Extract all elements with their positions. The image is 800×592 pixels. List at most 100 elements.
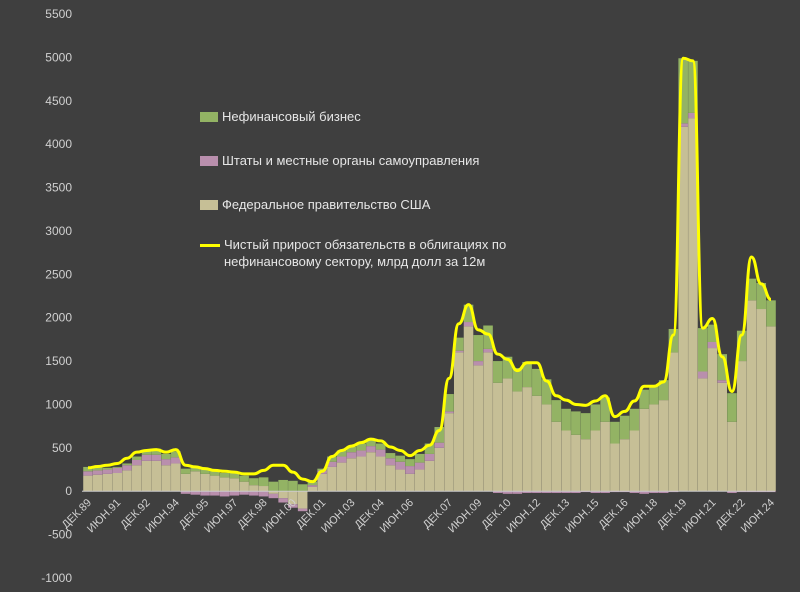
bar-federal (219, 477, 230, 492)
legend-swatch-federal (200, 200, 218, 210)
bar-federal (92, 474, 103, 492)
bar-federal (590, 430, 601, 492)
bar-states (473, 361, 484, 366)
bar-federal (356, 456, 366, 492)
bar-states (336, 456, 347, 463)
bar-states (453, 350, 464, 353)
bar-federal (473, 365, 484, 492)
bar-nonfin (278, 479, 288, 492)
bar-nonfin (580, 413, 591, 440)
y-tick-label: 3500 (45, 181, 72, 195)
bar-states (161, 459, 171, 466)
bar-federal (151, 460, 162, 492)
bar-nonfin (219, 473, 230, 478)
bar-states (366, 446, 376, 453)
bar-nonfin (444, 394, 454, 412)
bar-nonfin (707, 324, 718, 342)
bar-nonfin (297, 484, 308, 492)
bar-federal (288, 491, 298, 505)
bar-federal (161, 465, 171, 492)
y-tick-label: 2000 (45, 311, 72, 325)
bar-states (200, 491, 210, 496)
bar-states (571, 491, 581, 493)
bar-nonfin (463, 304, 474, 323)
bar-federal (639, 408, 649, 492)
bar-nonfin (180, 468, 191, 474)
bar-federal (434, 447, 445, 492)
y-tick-label: 0 (65, 484, 72, 498)
bar-nonfin (92, 466, 103, 471)
bar-federal (229, 478, 240, 492)
y-tick-label: 3000 (45, 224, 72, 238)
bar-federal (688, 118, 698, 492)
bar-states (629, 491, 640, 493)
bar-states (688, 112, 698, 119)
bar-federal (756, 309, 767, 492)
bar-nonfin (132, 456, 142, 460)
bar-federal (424, 460, 435, 492)
bar-federal (180, 473, 191, 492)
bar-federal (453, 352, 464, 492)
bar-states (356, 450, 366, 457)
legend-label-states: Штаты и местные органы самоуправления (222, 153, 480, 168)
legend-line-total (200, 244, 220, 247)
bar-states (717, 380, 727, 383)
bar-nonfin (405, 459, 415, 467)
bar-nonfin (727, 393, 737, 422)
bar-nonfin (502, 356, 513, 379)
bar-states (697, 371, 708, 379)
bar-nonfin (746, 278, 757, 301)
y-tick-label: -1000 (41, 571, 72, 585)
bar-federal (541, 404, 552, 492)
bar-federal (483, 352, 493, 492)
bar-states (424, 453, 435, 461)
bar-nonfin (151, 448, 162, 455)
bar-nonfin (239, 475, 249, 482)
bar-federal (210, 475, 220, 492)
bar-states (405, 466, 415, 474)
bar-federal (102, 473, 113, 492)
bar-states (541, 491, 552, 493)
bar-states (122, 465, 132, 471)
bar-states (141, 454, 152, 461)
bar-states (180, 491, 191, 494)
bar-federal (678, 126, 688, 492)
bar-states (327, 461, 337, 467)
bar-nonfin (697, 328, 708, 372)
bar-federal (414, 469, 425, 492)
legend-label-federal: Федеральное правительство США (222, 197, 431, 212)
bar-states (639, 491, 649, 494)
bar-federal (336, 462, 347, 492)
bar-states (151, 454, 162, 461)
line-total (87, 56, 772, 484)
bar-states (297, 508, 308, 512)
bar-nonfin (122, 463, 132, 466)
bar-nonfin (171, 451, 181, 458)
bar-states (658, 491, 669, 493)
bar-federal (619, 439, 630, 492)
bar-federal (658, 400, 669, 492)
bar-federal (132, 465, 142, 492)
bar-nonfin (639, 389, 649, 409)
bar-nonfin (610, 421, 620, 444)
bar-nonfin (317, 468, 327, 471)
bar-states (532, 491, 542, 493)
bar-nonfin (112, 466, 123, 468)
bar-states (132, 459, 142, 466)
bar-federal (571, 434, 581, 492)
bar-nonfin (512, 368, 523, 392)
bar-states (210, 491, 220, 496)
bar-federal (736, 361, 747, 492)
bar-nonfin (551, 400, 562, 422)
bar-nonfin (717, 354, 727, 381)
bar-states (522, 491, 532, 493)
bar-nonfin (629, 408, 640, 431)
bar-federal (697, 378, 708, 492)
bar-federal (249, 485, 259, 492)
bar-nonfin (649, 385, 659, 405)
bar-federal (610, 443, 620, 492)
bar-states (561, 491, 571, 493)
bar-nonfin (561, 408, 571, 431)
bar-nonfin (258, 477, 269, 487)
bar-states (249, 491, 259, 496)
